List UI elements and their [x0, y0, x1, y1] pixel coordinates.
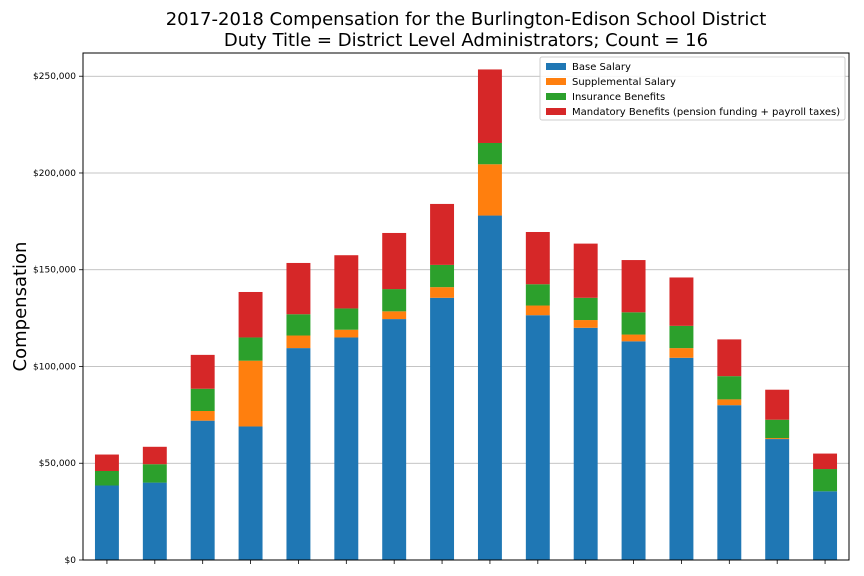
- legend-entry: Supplemental Salary: [572, 77, 676, 88]
- bar-segment: [190, 410, 215, 421]
- bar-segment: [477, 142, 502, 165]
- y-tick-label: $150,000: [33, 266, 76, 276]
- bar-segment: [190, 388, 215, 411]
- bar-segment: [94, 454, 119, 471]
- bar-segment: [525, 284, 550, 306]
- bar-segment: [477, 164, 502, 216]
- bar-segment: [430, 203, 455, 265]
- bar-segment: [286, 335, 311, 349]
- legend: Base Salary Supplemental Salary Insurance …: [539, 56, 846, 121]
- bar-segment: [765, 389, 790, 420]
- bar-segment: [621, 334, 646, 342]
- bar-segment: [382, 232, 407, 290]
- bar-segment: [334, 308, 359, 330]
- bar-segment: [238, 291, 263, 338]
- bar-segment: [717, 339, 742, 377]
- bar-segment: [525, 231, 550, 285]
- bar-segment: [525, 305, 550, 316]
- bar-segment: [717, 376, 742, 400]
- bar-segment: [477, 69, 502, 143]
- bar-segment: [525, 315, 550, 560]
- bar-segment: [765, 419, 790, 439]
- bar-segment: [142, 482, 167, 560]
- bar-segment: [190, 354, 215, 389]
- chart-title-line-2: Duty Title = District Level Administrato…: [224, 30, 708, 51]
- bars: [94, 69, 838, 560]
- bar-segment: [813, 453, 838, 470]
- bar-segment: [142, 446, 167, 465]
- legend-swatch: [546, 108, 566, 115]
- y-tick-label: $200,000: [33, 169, 76, 179]
- y-tick-label: $100,000: [33, 362, 76, 372]
- bar-segment: [238, 337, 263, 361]
- bar-segment: [334, 255, 359, 309]
- bar-segment: [717, 405, 742, 560]
- plot-frame: [82, 52, 850, 561]
- bar-segment: [669, 348, 694, 358]
- bar-segment: [669, 357, 694, 560]
- bar-segment: [765, 438, 790, 440]
- bar-segment: [334, 329, 359, 338]
- y-axis-label: Compensation: [10, 242, 31, 372]
- bar-segment: [669, 277, 694, 326]
- bar-segment: [286, 262, 311, 315]
- legend-swatch: [546, 78, 566, 85]
- bar-segment: [621, 260, 646, 313]
- bar-segment: [286, 314, 311, 336]
- bar-segment: [621, 341, 646, 560]
- legend-swatch: [546, 63, 566, 70]
- legend-entry: Base Salary: [572, 62, 631, 73]
- bar-segment: [477, 215, 502, 560]
- bar-segment: [669, 325, 694, 349]
- x-axis-ticks: [106, 560, 826, 564]
- bar-segment: [94, 470, 119, 486]
- bar-segment: [430, 287, 455, 298]
- bar-segment: [382, 289, 407, 312]
- legend-entry: Insurance Benefits: [572, 92, 665, 103]
- y-tick-label: $250,000: [33, 72, 76, 82]
- bar-segment: [430, 297, 455, 560]
- bar-segment: [573, 243, 598, 298]
- bar-segment: [765, 439, 790, 560]
- bar-segment: [573, 327, 598, 560]
- bar-segment: [286, 348, 311, 560]
- y-tick-label: $50,000: [39, 459, 76, 469]
- legend-swatch: [546, 93, 566, 100]
- bar-segment: [142, 464, 167, 483]
- bar-segment: [430, 264, 455, 288]
- y-axis-ticks: $0 $50,000 $100,000 $150,000 $200,000 $250,00…: [33, 72, 83, 566]
- legend-frame: [539, 56, 846, 121]
- bar-segment: [382, 319, 407, 560]
- bar-segment: [621, 312, 646, 335]
- chart-title-line-1: 2017-2018 Compensation for the Burlingto…: [166, 9, 767, 30]
- bar-segment: [94, 485, 119, 560]
- bar-segment: [238, 426, 263, 560]
- bar-segment: [190, 420, 215, 560]
- bar-segment: [382, 311, 407, 320]
- bar-segment: [573, 297, 598, 321]
- bar-segment: [813, 491, 838, 560]
- bar-segment: [334, 337, 359, 560]
- bar-segment: [238, 360, 263, 427]
- bar-segment: [573, 320, 598, 328]
- bar-segment: [813, 469, 838, 492]
- bar-segment: [717, 399, 742, 406]
- y-tick-label: $0: [65, 556, 77, 566]
- legend-entry: Mandatory Benefits (pension funding + pa…: [572, 107, 840, 118]
